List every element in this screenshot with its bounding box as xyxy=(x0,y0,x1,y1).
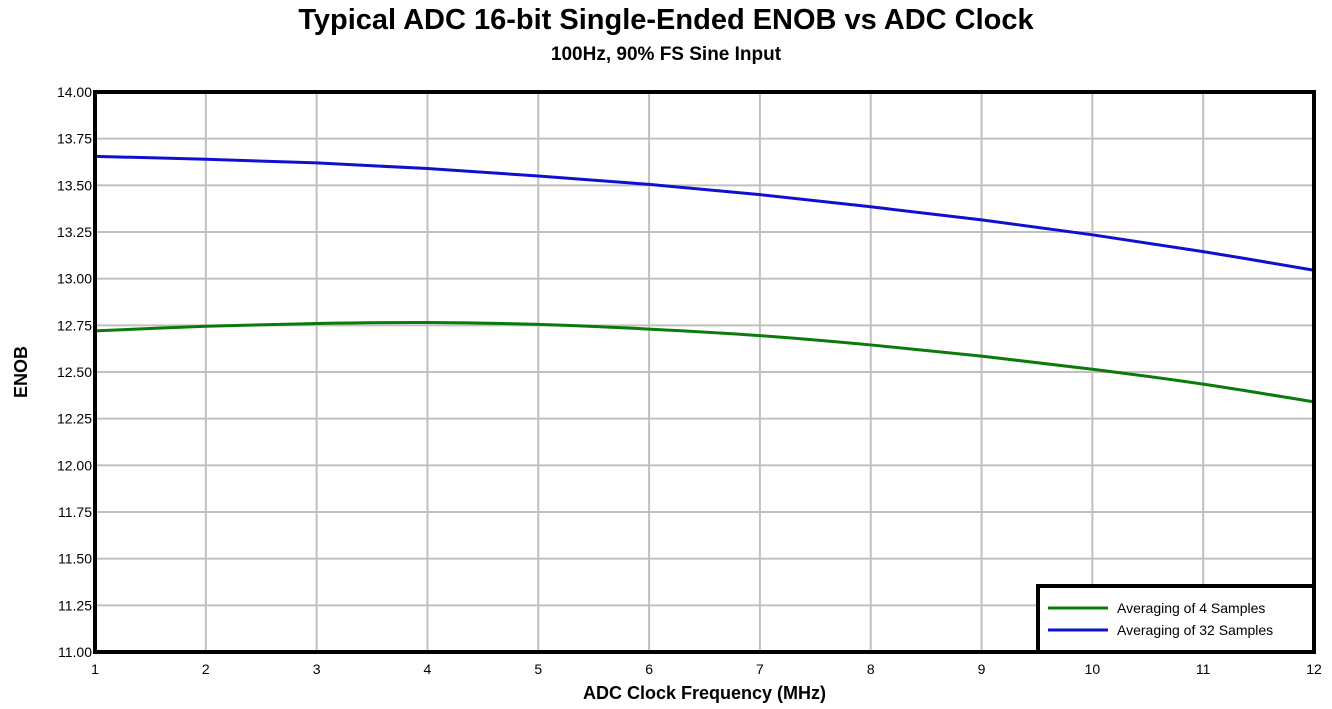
series-line-1 xyxy=(94,154,1315,272)
x-tick-label: 5 xyxy=(534,661,542,677)
x-tick-label: 11 xyxy=(1196,661,1211,677)
y-tick-labels: 11.00 11.25 11.50 11.75 12.00 12.25 12.50 12.75… xyxy=(57,84,92,660)
legend-entry: Averaging of 32 Samples xyxy=(1117,622,1273,638)
x-tick-labels: 1 2 3 4 5 6 7 8 9 10 11 12 xyxy=(91,661,1322,677)
y-tick-label: 11.75 xyxy=(58,504,92,520)
x-tick-label: 2 xyxy=(202,661,210,677)
y-tick-label: 14.00 xyxy=(57,84,92,100)
y-tick-label: 11.50 xyxy=(58,551,92,567)
x-tick-label: 1 xyxy=(91,661,99,677)
y-tick-label: 12.75 xyxy=(57,317,92,333)
legend-box xyxy=(1036,584,1316,654)
x-tick-label: 7 xyxy=(756,661,764,677)
x-tick-label: 6 xyxy=(645,661,653,677)
series-line-0 xyxy=(94,321,1315,404)
chart-subtitle: 100Hz, 90% FS Sine Input xyxy=(550,44,782,65)
x-tick-label: 12 xyxy=(1306,661,1322,677)
x-tick-label: 10 xyxy=(1085,661,1101,677)
y-tick-label: 13.75 xyxy=(57,131,92,147)
x-tick-label: 8 xyxy=(867,661,875,677)
grid-lines xyxy=(94,91,1315,653)
x-tick-label: 4 xyxy=(424,661,432,677)
y-axis-label: ENOB xyxy=(11,346,31,398)
y-tick-label: 13.00 xyxy=(57,271,92,287)
plot-frame xyxy=(93,90,1316,654)
legend: Averaging of 4 Samples Averaging of 32 Sa… xyxy=(1036,584,1316,654)
chart-title: Typical ADC 16-bit Single-Ended ENOB vs … xyxy=(298,4,1034,36)
y-tick-label: 13.50 xyxy=(57,177,92,193)
x-tick-label: 9 xyxy=(978,661,986,677)
y-tick-label: 12.25 xyxy=(57,411,92,427)
y-tick-label: 12.50 xyxy=(57,364,92,380)
y-tick-label: 13.25 xyxy=(57,224,92,240)
x-axis-label: ADC Clock Frequency (MHz) xyxy=(583,683,826,703)
y-tick-label: 11.25 xyxy=(58,597,92,613)
y-tick-label: 12.00 xyxy=(57,457,92,473)
x-tick-label: 3 xyxy=(313,661,321,677)
y-tick-label: 11.00 xyxy=(58,644,92,660)
legend-entry: Averaging of 4 Samples xyxy=(1117,600,1265,616)
series-lines xyxy=(94,154,1315,404)
